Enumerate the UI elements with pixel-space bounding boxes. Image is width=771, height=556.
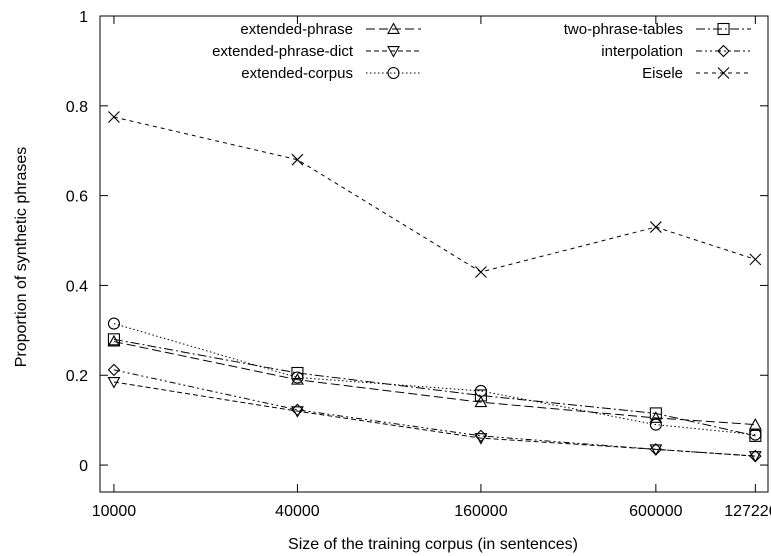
legend-item: extended-corpus <box>241 65 421 82</box>
legend-marker <box>717 44 730 58</box>
legend-marker <box>717 22 730 36</box>
legend-label: two-phrase-tables <box>564 21 683 38</box>
series-line <box>113 381 756 457</box>
data-point <box>107 334 121 347</box>
marker-stroke <box>291 153 304 166</box>
legend-item: extended-phrase <box>240 21 421 38</box>
series-eisele <box>108 111 762 278</box>
data-point <box>749 253 762 266</box>
data-point <box>474 429 488 443</box>
series-extended-corpus <box>107 317 762 441</box>
data-point <box>649 407 662 420</box>
y-tick-label: 0.2 <box>66 368 88 385</box>
data-point <box>475 266 487 278</box>
data-point <box>291 153 304 166</box>
data-point <box>474 389 487 402</box>
data-point <box>107 363 121 377</box>
data-point <box>108 111 120 123</box>
x-tick-label: 10000 <box>92 503 137 520</box>
legend-label: Eisele <box>642 65 683 82</box>
data-point <box>649 411 663 423</box>
series-extended-phrase <box>107 334 762 430</box>
data-point <box>290 373 304 385</box>
x-axis-label: Size of the training corpus (in sentence… <box>288 536 578 553</box>
data-point <box>749 449 762 463</box>
legend-label: extended-phrase <box>240 21 353 38</box>
y-tick-label: 0.8 <box>66 99 88 116</box>
series-line <box>113 369 756 457</box>
y-tick-label: 1 <box>79 9 88 26</box>
legend-item: Eisele <box>642 65 751 82</box>
data-point <box>649 443 663 456</box>
data-point <box>291 403 304 417</box>
data-point <box>474 395 488 408</box>
data-point <box>649 221 662 233</box>
data-point <box>107 377 121 389</box>
series-two-phrase-tables <box>107 333 762 442</box>
data-point <box>749 429 762 442</box>
legend-label: extended-phrase-dict <box>212 43 354 60</box>
data-point <box>290 406 304 418</box>
marker-stroke <box>717 67 730 79</box>
legend-item: extended-phrase-dict <box>212 43 421 60</box>
series-line <box>113 116 756 273</box>
marker-stroke <box>108 111 120 123</box>
x-tick-label: 1272260 <box>724 503 771 520</box>
y-tick-label: 0.6 <box>66 189 88 206</box>
x-tick-label: 40000 <box>275 503 320 520</box>
legend: extended-phrase extended-phrase-dict exten… <box>212 21 751 82</box>
series-line <box>113 341 756 426</box>
y-tick-label: 0.4 <box>66 278 88 295</box>
legend-label: interpolation <box>601 43 683 60</box>
x-tick-label: 600000 <box>629 503 682 520</box>
data-point <box>291 366 304 380</box>
marker-stroke <box>475 266 487 278</box>
legend-label: extended-corpus <box>241 65 353 82</box>
series-line <box>113 338 756 437</box>
data-point <box>107 333 120 346</box>
legend-marker <box>387 46 400 58</box>
data-point <box>474 384 487 398</box>
legend-marker <box>387 22 400 34</box>
legend-marker <box>387 66 400 80</box>
marker-stroke <box>749 253 762 266</box>
series-interpolation <box>107 363 762 463</box>
legend-item: interpolation <box>601 43 751 60</box>
x-tick-label: 160000 <box>454 503 507 520</box>
marker-stroke <box>649 221 662 233</box>
data-point <box>107 317 120 330</box>
y-tick-label: 0 <box>79 458 88 475</box>
legend-marker <box>717 67 730 79</box>
legend-item: two-phrase-tables <box>564 21 751 38</box>
data-point <box>748 451 762 463</box>
plot-frame <box>99 15 769 493</box>
y-axis-label: Proportion of synthetic phrases <box>13 147 30 368</box>
